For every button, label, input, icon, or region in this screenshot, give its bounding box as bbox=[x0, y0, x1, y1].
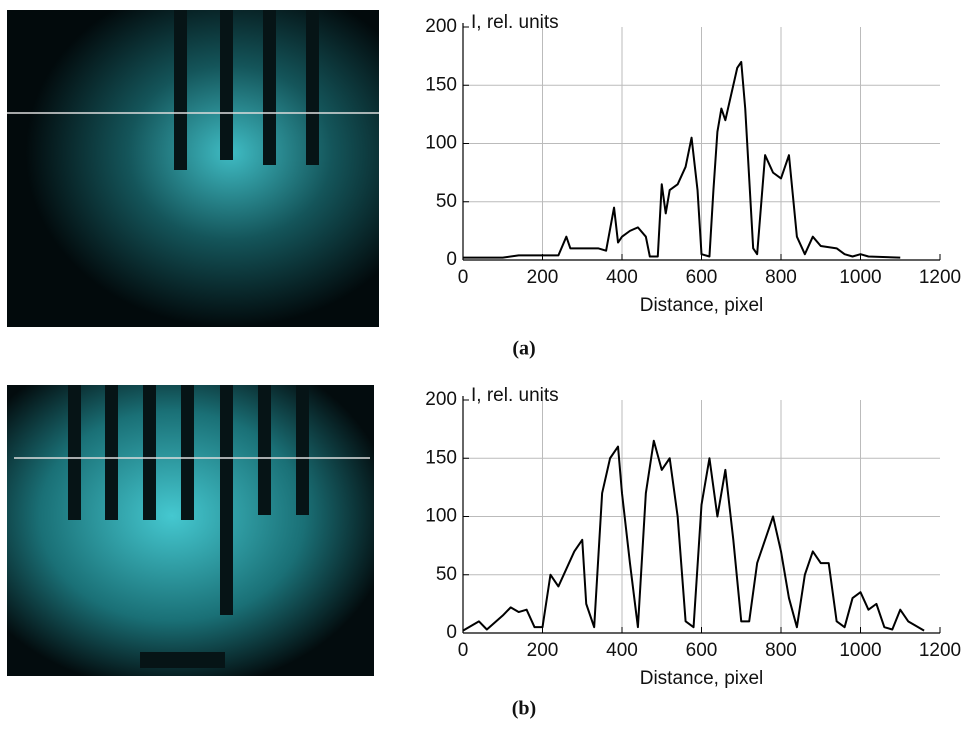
data-line bbox=[462, 439, 925, 632]
x-tick-label: 200 bbox=[527, 640, 559, 661]
panel-caption: (a) bbox=[512, 338, 535, 360]
panel-caption: (b) bbox=[512, 698, 536, 720]
x-tick-label: 400 bbox=[606, 640, 638, 661]
x-tick-label: 800 bbox=[765, 267, 797, 288]
x-tick-label: 0 bbox=[458, 267, 469, 288]
x-tick-label: 600 bbox=[686, 640, 718, 661]
y-tick-label: 200 bbox=[425, 16, 457, 37]
x-tick-label: 1000 bbox=[839, 640, 881, 661]
y-axis-label: I, rel. units bbox=[471, 12, 559, 33]
x-tick-label: 600 bbox=[686, 267, 718, 288]
y-tick-label: 150 bbox=[425, 447, 457, 468]
x-tick-label: 200 bbox=[527, 267, 559, 288]
x-tick-label: 400 bbox=[606, 267, 638, 288]
y-tick-label: 150 bbox=[425, 74, 457, 95]
x-tick-label: 1200 bbox=[919, 267, 961, 288]
y-tick-label: 100 bbox=[425, 506, 457, 527]
x-tick-label: 0 bbox=[458, 640, 469, 661]
y-axis-label: I, rel. units bbox=[471, 385, 559, 406]
x-tick-label: 800 bbox=[765, 640, 797, 661]
image-b bbox=[7, 385, 374, 676]
y-tick-label: 0 bbox=[446, 249, 457, 270]
x-axis-label: Distance, pixel bbox=[640, 295, 764, 316]
x-axis-label: Distance, pixel bbox=[640, 668, 764, 689]
y-tick-label: 50 bbox=[436, 191, 457, 212]
y-tick-label: 200 bbox=[425, 389, 457, 410]
data-line bbox=[463, 60, 901, 259]
x-tick-label: 1000 bbox=[839, 267, 881, 288]
y-tick-label: 50 bbox=[436, 564, 457, 585]
y-tick-label: 0 bbox=[446, 622, 457, 643]
image-a bbox=[7, 10, 379, 327]
x-tick-label: 1200 bbox=[919, 640, 961, 661]
y-tick-label: 100 bbox=[425, 133, 457, 154]
